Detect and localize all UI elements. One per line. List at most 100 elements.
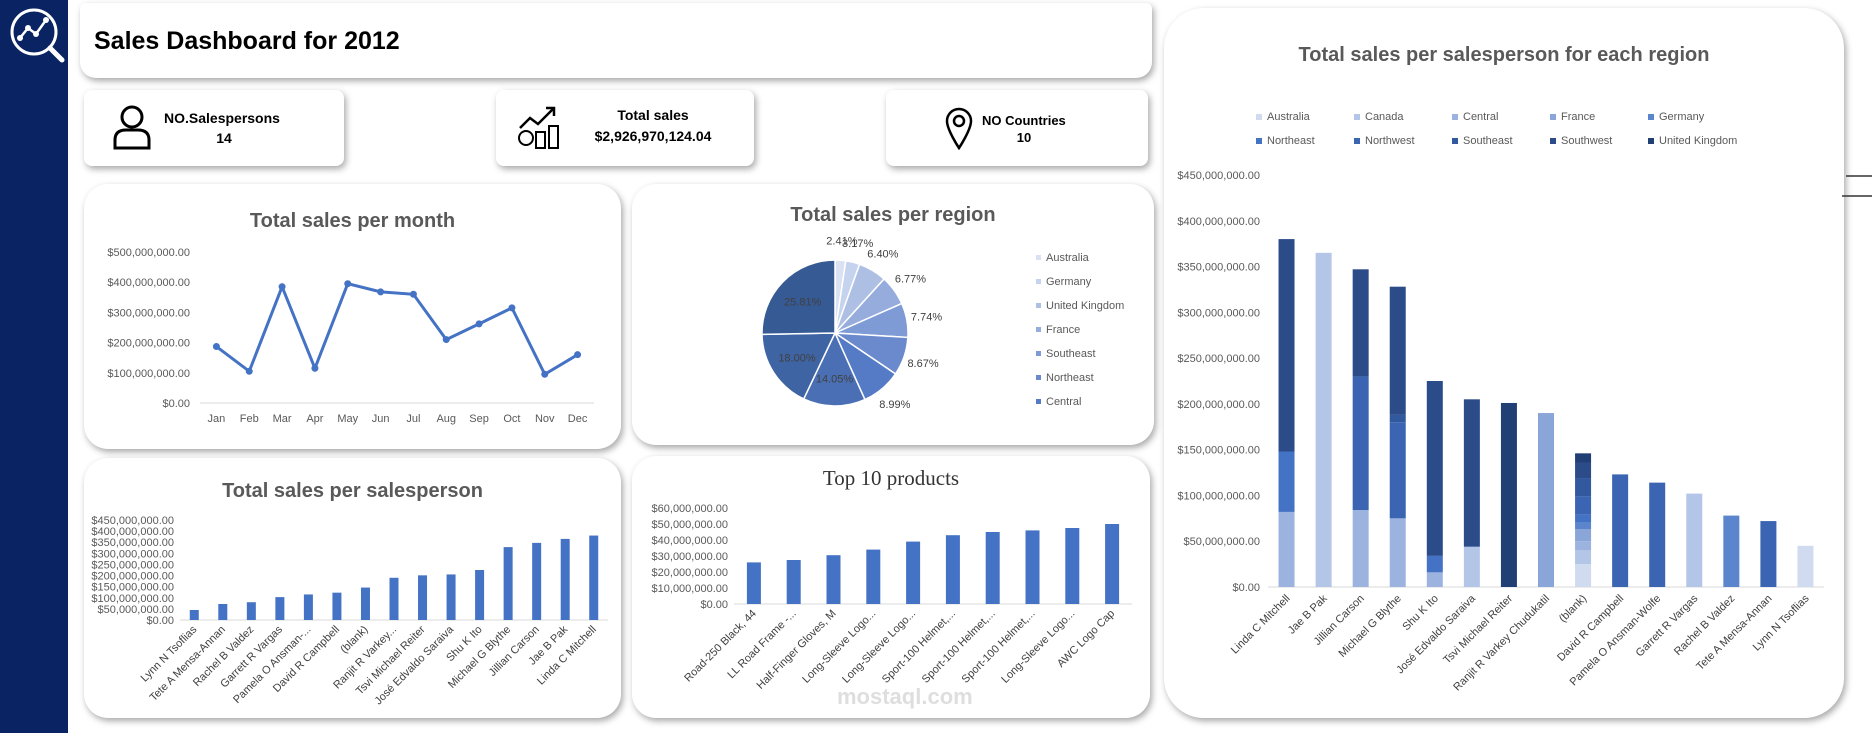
data-point <box>442 336 450 344</box>
y-tick-label: $350,000,000.00 <box>1177 262 1260 274</box>
bar <box>906 541 921 604</box>
y-tick-label: $50,000,000.00 <box>98 604 174 616</box>
x-tick-label: May <box>337 413 358 425</box>
pie-slice <box>761 259 836 336</box>
bar-segment <box>1463 399 1480 547</box>
bar-segment <box>1278 451 1295 512</box>
bar-segment <box>1575 564 1592 587</box>
x-tick-label: Sport-100 Helmet,... <box>880 608 958 686</box>
title-bar: Sales Dashboard for 2012 <box>80 3 1152 78</box>
monthly-line-chart: $0.00 $100,000,000.00 $200,000,000.00 $300,… <box>107 247 594 425</box>
bar <box>475 570 485 620</box>
legend-swatch <box>1354 138 1360 144</box>
slice-label: 8.99% <box>879 399 910 411</box>
legend-swatch <box>1256 138 1262 144</box>
bar-segment <box>1723 515 1740 587</box>
kpi-total-sales-card: Total sales $2,926,970,124.04 <box>496 90 754 166</box>
pie-slice <box>802 331 866 407</box>
bar <box>246 602 256 620</box>
bar <box>985 532 1000 604</box>
x-tick-label: Jun <box>372 413 390 425</box>
x-tick-label: Half-Finger Gloves, M <box>754 608 838 692</box>
bar <box>503 547 513 620</box>
kpi-countries-value: 10 <box>1016 130 1032 145</box>
bar <box>389 577 399 620</box>
legend-label: Northeast <box>1046 372 1094 384</box>
x-tick-label: Road-250 Black, 44 <box>682 608 759 685</box>
legend-swatch <box>1354 114 1360 120</box>
bar <box>589 535 599 620</box>
bar-segment <box>1315 252 1332 588</box>
x-tick-label: Sep <box>469 413 489 425</box>
x-tick-label: (blank) <box>1557 593 1589 625</box>
bar-segment <box>1575 478 1592 497</box>
y-tick-label: $250,000,000.00 <box>91 559 174 571</box>
bar-segment <box>1575 521 1592 530</box>
slice-label: 14.05% <box>816 373 854 385</box>
legend-swatch <box>1550 114 1556 120</box>
person-icon <box>113 105 151 150</box>
slice-label: 8.67% <box>907 358 938 370</box>
legend-label: Germany <box>1659 111 1705 123</box>
y-tick-label: $450,000,000.00 <box>1177 170 1260 182</box>
x-tick-label: Mar <box>273 413 292 425</box>
bar <box>332 592 342 620</box>
legend-label: Northeast <box>1267 135 1315 147</box>
y-tick-label: $0.00 <box>146 615 174 627</box>
y-tick-label: $60,000,000.00 <box>652 503 728 515</box>
bar-segment <box>1575 462 1592 479</box>
data-point <box>541 370 549 378</box>
series-line <box>215 281 579 377</box>
legend-swatch <box>1036 279 1041 284</box>
bar-segment <box>1686 493 1703 587</box>
y-tick-label: $450,000,000.00 <box>91 515 174 527</box>
legend-label: Northwest <box>1365 135 1415 147</box>
salesperson-chart-title: Total sales per salesperson <box>222 480 483 502</box>
bar-segment <box>1389 518 1406 587</box>
products-bar-chart: $0.00 $10,000,000.00 $20,000,000.00 $30,000… <box>652 503 1132 692</box>
legend-label: Southeast <box>1463 135 1513 147</box>
bar-segment <box>1500 402 1517 587</box>
slice-label: 18.00% <box>778 353 816 365</box>
bar-segment <box>1575 550 1592 565</box>
legend-swatch <box>1036 327 1041 332</box>
analytics-search-icon[interactable] <box>6 4 66 64</box>
legend-label: Southeast <box>1046 348 1096 360</box>
y-tick-label: $400,000,000.00 <box>1177 216 1260 228</box>
monthly-chart-card: Total sales per month $0.00 $100,000,000.… <box>84 184 621 449</box>
legend-swatch <box>1036 255 1041 260</box>
bar <box>189 610 199 620</box>
data-point <box>212 343 220 351</box>
x-tick-label: Sport-100 Helmet,... <box>920 608 998 686</box>
y-tick-label: $300,000,000.00 <box>107 307 190 319</box>
y-tick-label: $40,000,000.00 <box>652 535 728 547</box>
bar-segment <box>1352 510 1369 587</box>
bar-segment <box>1352 376 1369 511</box>
legend-label: United Kingdom <box>1659 135 1737 147</box>
legend-label: Southwest <box>1561 135 1612 147</box>
region-chart-title: Total sales per region <box>790 204 996 226</box>
bar <box>446 574 456 620</box>
bar <box>1065 528 1080 604</box>
data-point <box>311 364 319 372</box>
x-tick-label: Oct <box>503 413 520 425</box>
region-chart-card: Total sales per region 2.41% 3.17% 6.40% 6.… <box>632 184 1154 445</box>
legend-label: Central <box>1046 396 1081 408</box>
kpi-countries-card: NO Countries 10 <box>886 90 1148 166</box>
bar-segment <box>1575 529 1592 542</box>
legend-swatch <box>1256 114 1262 120</box>
slice-label: 7.74% <box>911 312 942 324</box>
y-tick-label: $50,000,000.00 <box>1184 536 1260 548</box>
bar-segment <box>1389 422 1406 519</box>
kpi-salespersons-card: NO.Salespersons 14 <box>84 90 344 166</box>
legend-swatch <box>1036 375 1041 380</box>
region-pie-chart: 2.41%3.17%6.40% 6.77% 7.74% 8.67% 8.99% 14.05… <box>761 235 1124 411</box>
kpi-countries-label: NO Countries <box>982 113 1066 128</box>
bar <box>560 538 570 620</box>
y-tick-label: $100,000,000.00 <box>107 368 190 380</box>
monthly-chart-title: Total sales per month <box>249 210 456 232</box>
legend-label: France <box>1561 111 1595 123</box>
bar-segment <box>1389 286 1406 415</box>
x-tick-label: Sport-100 Helmet,... <box>960 608 1038 686</box>
slice-label: 6.77% <box>895 274 926 286</box>
